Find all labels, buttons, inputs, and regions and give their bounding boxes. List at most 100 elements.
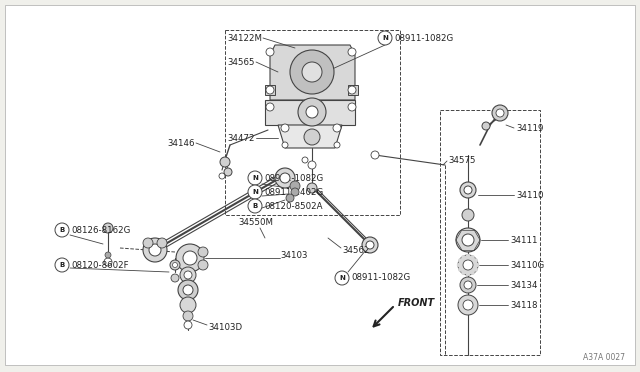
Circle shape bbox=[334, 142, 340, 148]
Circle shape bbox=[333, 124, 341, 132]
Text: 34111: 34111 bbox=[510, 235, 538, 244]
Circle shape bbox=[464, 281, 472, 289]
Circle shape bbox=[466, 272, 470, 276]
Text: 08120-8502A: 08120-8502A bbox=[264, 202, 323, 211]
Polygon shape bbox=[265, 100, 355, 125]
Circle shape bbox=[103, 223, 113, 233]
Circle shape bbox=[248, 199, 262, 213]
Circle shape bbox=[458, 267, 462, 272]
Circle shape bbox=[492, 105, 508, 121]
Text: FRONT: FRONT bbox=[398, 298, 435, 308]
Circle shape bbox=[460, 182, 476, 198]
Circle shape bbox=[266, 48, 274, 56]
Circle shape bbox=[371, 151, 379, 159]
Circle shape bbox=[496, 109, 504, 117]
Circle shape bbox=[458, 255, 478, 275]
Circle shape bbox=[458, 295, 478, 315]
Circle shape bbox=[55, 258, 69, 272]
Circle shape bbox=[198, 260, 208, 270]
Circle shape bbox=[460, 277, 476, 293]
Circle shape bbox=[281, 124, 289, 132]
Circle shape bbox=[219, 173, 225, 179]
Circle shape bbox=[366, 241, 374, 249]
Circle shape bbox=[282, 142, 288, 148]
Circle shape bbox=[183, 251, 197, 265]
Bar bbox=[225, 30, 400, 215]
Circle shape bbox=[474, 259, 478, 263]
Circle shape bbox=[280, 173, 290, 183]
Circle shape bbox=[104, 258, 112, 266]
Circle shape bbox=[463, 260, 473, 270]
Circle shape bbox=[291, 188, 299, 196]
Circle shape bbox=[474, 267, 478, 272]
Circle shape bbox=[275, 168, 295, 188]
Text: 08120-8602F: 08120-8602F bbox=[71, 260, 129, 269]
Circle shape bbox=[362, 237, 378, 253]
Text: 34562: 34562 bbox=[342, 246, 369, 254]
Text: N: N bbox=[252, 189, 258, 195]
Circle shape bbox=[266, 86, 274, 94]
Text: N: N bbox=[382, 35, 388, 41]
Text: 34103: 34103 bbox=[280, 250, 307, 260]
Circle shape bbox=[157, 238, 167, 248]
Circle shape bbox=[183, 285, 193, 295]
Text: 34550M: 34550M bbox=[238, 218, 273, 227]
Circle shape bbox=[470, 271, 474, 275]
Text: N: N bbox=[339, 275, 345, 281]
Text: B: B bbox=[60, 227, 65, 233]
Circle shape bbox=[55, 223, 69, 237]
Circle shape bbox=[306, 106, 318, 118]
Bar bbox=[440, 110, 540, 355]
Text: A37A 0027: A37A 0027 bbox=[583, 353, 625, 362]
Circle shape bbox=[198, 247, 208, 257]
Text: 08911-1082G: 08911-1082G bbox=[394, 33, 453, 42]
Circle shape bbox=[143, 238, 167, 262]
Circle shape bbox=[348, 86, 356, 94]
Text: 34119: 34119 bbox=[516, 124, 543, 132]
Text: 08911-1082G: 08911-1082G bbox=[264, 173, 323, 183]
Circle shape bbox=[482, 122, 490, 130]
Circle shape bbox=[170, 260, 180, 270]
Text: B: B bbox=[252, 203, 258, 209]
Circle shape bbox=[290, 50, 334, 94]
Text: 34575: 34575 bbox=[448, 155, 476, 164]
Circle shape bbox=[462, 234, 474, 246]
Polygon shape bbox=[348, 85, 358, 95]
Circle shape bbox=[290, 181, 300, 191]
Text: 34110: 34110 bbox=[516, 190, 543, 199]
Circle shape bbox=[184, 271, 192, 279]
Polygon shape bbox=[278, 125, 342, 148]
Text: 34110G: 34110G bbox=[510, 260, 544, 269]
Circle shape bbox=[171, 274, 179, 282]
Circle shape bbox=[378, 31, 392, 45]
Circle shape bbox=[178, 280, 198, 300]
Circle shape bbox=[461, 271, 465, 275]
Circle shape bbox=[286, 194, 294, 202]
Circle shape bbox=[475, 263, 479, 267]
Circle shape bbox=[176, 244, 204, 272]
Circle shape bbox=[307, 183, 317, 193]
Circle shape bbox=[466, 254, 470, 258]
Text: 08911-1082G: 08911-1082G bbox=[351, 273, 410, 282]
Text: B: B bbox=[60, 262, 65, 268]
Circle shape bbox=[143, 238, 153, 248]
Circle shape bbox=[184, 321, 192, 329]
Circle shape bbox=[248, 171, 262, 185]
Circle shape bbox=[302, 157, 308, 163]
Polygon shape bbox=[265, 85, 275, 95]
Text: 34103D: 34103D bbox=[208, 324, 242, 333]
Text: 34134: 34134 bbox=[510, 280, 538, 289]
Polygon shape bbox=[270, 45, 355, 100]
Circle shape bbox=[458, 259, 462, 263]
Circle shape bbox=[335, 271, 349, 285]
Circle shape bbox=[308, 161, 316, 169]
Circle shape bbox=[220, 157, 230, 167]
Circle shape bbox=[224, 168, 232, 176]
Text: 34118: 34118 bbox=[510, 301, 538, 310]
Text: 34122M: 34122M bbox=[227, 33, 262, 42]
Text: N: N bbox=[252, 175, 258, 181]
Circle shape bbox=[348, 48, 356, 56]
Circle shape bbox=[304, 129, 320, 145]
Circle shape bbox=[461, 255, 465, 259]
Circle shape bbox=[464, 186, 472, 194]
